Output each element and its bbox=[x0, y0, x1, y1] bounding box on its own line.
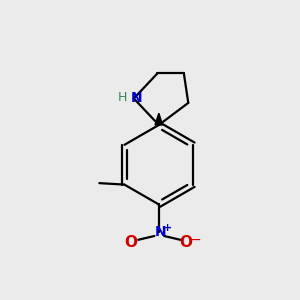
Polygon shape bbox=[155, 113, 163, 125]
Text: O: O bbox=[124, 235, 137, 250]
Text: N: N bbox=[154, 225, 166, 239]
Text: N: N bbox=[130, 92, 142, 106]
Text: H: H bbox=[118, 91, 127, 104]
Text: +: + bbox=[163, 223, 172, 233]
Text: O: O bbox=[180, 235, 193, 250]
Text: −: − bbox=[189, 233, 201, 247]
